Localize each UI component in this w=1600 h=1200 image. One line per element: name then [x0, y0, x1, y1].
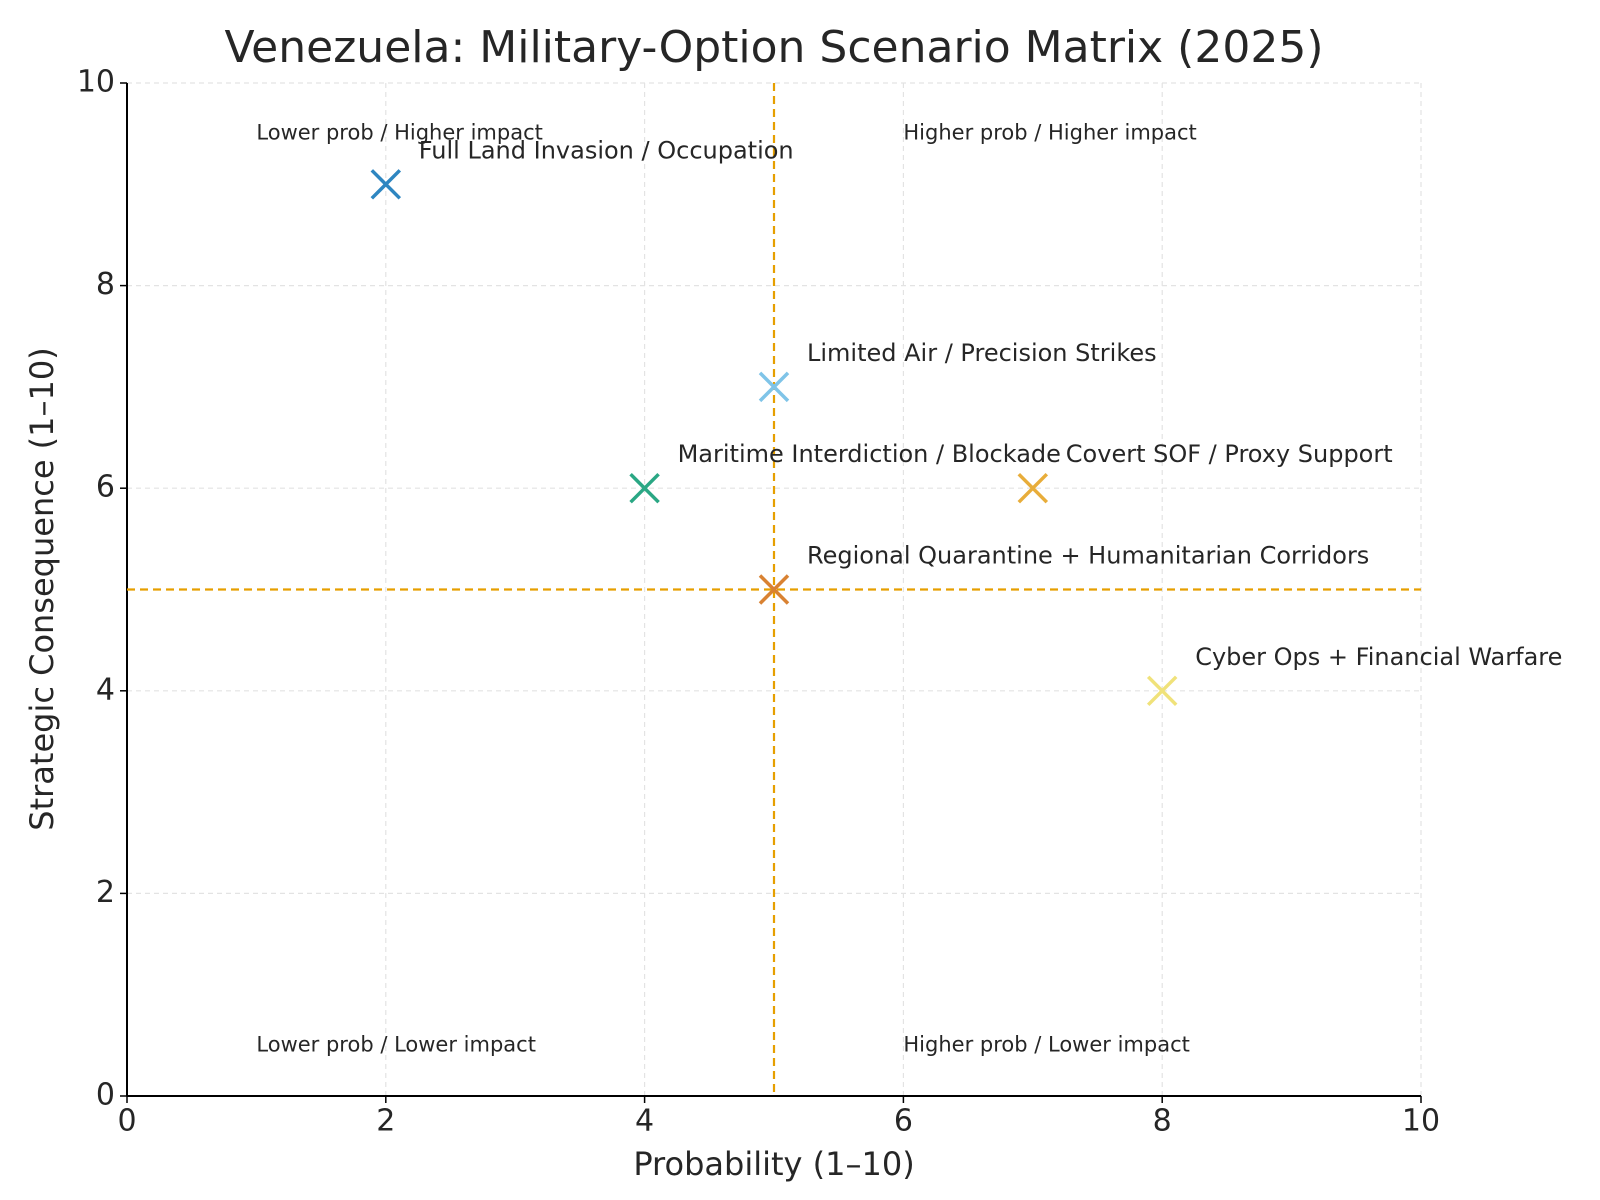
point-marker [1017, 472, 1049, 504]
x-axis-label: Probability (1–10) [633, 1145, 914, 1183]
point-marker [758, 574, 790, 605]
x-tick-label: 10 [1402, 1104, 1440, 1139]
chart-title: Venezuela: Military-Option Scenario Matr… [225, 22, 1324, 73]
y-tick-label: 8 [96, 267, 115, 302]
point-label: Full Land Invasion / Occupation [419, 136, 794, 164]
quadrant-label: Higher prob / Higher impact [903, 121, 1196, 145]
x-tick-label: 8 [1153, 1104, 1172, 1139]
y-tick-label: 4 [96, 672, 115, 707]
quadrant-label: Lower prob / Higher impact [256, 121, 542, 145]
y-tick-label: 0 [96, 1078, 115, 1113]
quadrant-label: Lower prob / Lower impact [256, 1032, 536, 1056]
y-tick-label: 6 [96, 470, 115, 505]
point-marker [1146, 675, 1178, 707]
point-label: Covert SOF / Proxy Support [1066, 440, 1393, 468]
point-label: Cyber Ops + Financial Warfare [1195, 643, 1562, 671]
point-marker [629, 472, 660, 504]
point-marker [758, 371, 790, 403]
x-tick-label: 6 [894, 1104, 913, 1139]
quadrant-label: Higher prob / Lower impact [903, 1032, 1189, 1056]
point-label: Limited Air / Precision Strikes [807, 339, 1157, 367]
point-label: Maritime Interdiction / Blockade [678, 440, 1061, 468]
y-tick-label: 2 [96, 875, 115, 910]
point-label: Regional Quarantine + Humanitarian Corri… [807, 542, 1369, 570]
y-tick-label: 10 [77, 65, 115, 100]
x-tick-label: 0 [117, 1104, 136, 1139]
y-axis-label: Strategic Consequence (1–10) [23, 347, 61, 830]
point-marker [370, 169, 402, 200]
x-tick-label: 4 [635, 1104, 654, 1139]
x-tick-label: 2 [376, 1104, 395, 1139]
